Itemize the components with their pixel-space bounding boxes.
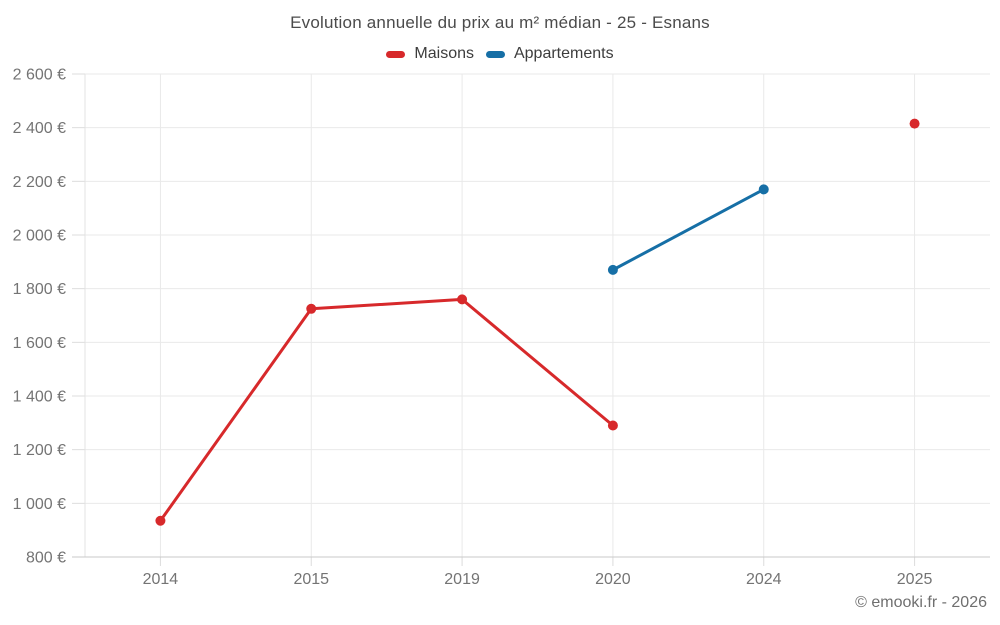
legend-label-maisons: Maisons bbox=[414, 45, 474, 62]
data-point-maisons-2025[interactable] bbox=[909, 118, 920, 129]
series-segment-appartements bbox=[611, 187, 766, 272]
maisons-series-swatch bbox=[386, 50, 406, 58]
x-axis-label: 2020 bbox=[595, 571, 631, 588]
x-axis-label: 2025 bbox=[897, 571, 933, 588]
x-axis-label: 2019 bbox=[444, 571, 480, 588]
y-axis-label: 1 800 € bbox=[13, 281, 66, 298]
data-point-appartements-2020[interactable] bbox=[607, 264, 618, 275]
data-point-maisons-2019[interactable] bbox=[457, 294, 468, 305]
x-axis-label: 2014 bbox=[143, 571, 179, 588]
appartements-series-swatch bbox=[485, 50, 505, 58]
y-axis-label: 2 200 € bbox=[13, 174, 66, 191]
y-axis-label: 800 € bbox=[26, 550, 66, 567]
series-segment-maisons bbox=[309, 297, 464, 311]
y-axis-label: 1 400 € bbox=[13, 389, 66, 406]
legend: Maisons Appartements bbox=[0, 45, 1000, 63]
legend-item-appartements[interactable]: Appartements bbox=[485, 45, 614, 63]
y-axis-label: 1 600 € bbox=[13, 335, 66, 352]
x-axis-label: 2015 bbox=[293, 571, 329, 588]
data-point-maisons-2020[interactable] bbox=[607, 420, 618, 431]
y-axis-label: 2 600 € bbox=[13, 67, 66, 84]
y-axis-label: 1 000 € bbox=[13, 496, 66, 513]
x-axis-label: 2024 bbox=[746, 571, 782, 588]
data-point-maisons-2015[interactable] bbox=[306, 303, 317, 314]
series-segment-maisons bbox=[158, 307, 313, 523]
data-point-maisons-2014[interactable] bbox=[155, 515, 166, 526]
y-axis-label: 2 000 € bbox=[13, 228, 66, 245]
y-axis-label: 1 200 € bbox=[13, 442, 66, 459]
y-axis-label: 2 400 € bbox=[13, 120, 66, 137]
data-point-appartements-2024[interactable] bbox=[758, 184, 769, 195]
copyright: © emooki.fr - 2026 bbox=[855, 594, 987, 611]
chart-title: Evolution annuelle du prix au m² médian … bbox=[290, 13, 710, 32]
series-segment-maisons bbox=[460, 297, 615, 428]
legend-label-appartements: Appartements bbox=[513, 45, 614, 62]
legend-item-maisons[interactable]: Maisons bbox=[386, 45, 474, 63]
